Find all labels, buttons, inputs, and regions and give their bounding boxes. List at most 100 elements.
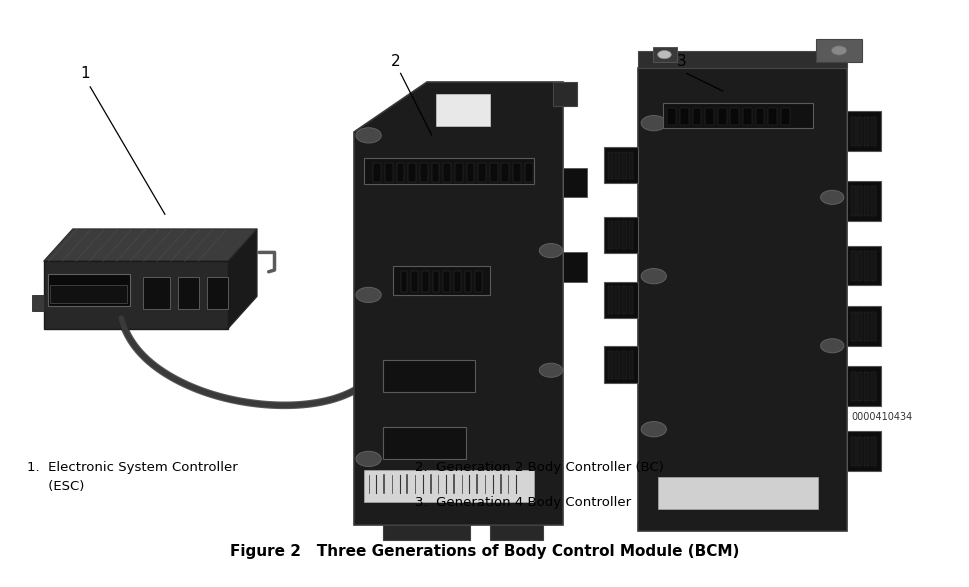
Bar (489, 163, 497, 182)
Bar (408, 163, 416, 182)
Circle shape (356, 451, 381, 467)
Bar (431, 163, 439, 182)
Bar (562, 252, 586, 282)
Text: 1.  Electronic System Controller
     (ESC): 1. Electronic System Controller (ESC) (27, 461, 237, 493)
Bar (863, 251, 868, 281)
Bar (850, 117, 855, 146)
Bar (177, 277, 199, 309)
Bar (608, 286, 612, 314)
Bar (780, 108, 789, 126)
Bar (621, 286, 626, 314)
Polygon shape (354, 82, 562, 525)
Bar (604, 217, 638, 253)
Bar (767, 108, 776, 126)
Bar (562, 168, 586, 197)
Bar (206, 277, 228, 309)
Bar (608, 221, 612, 249)
Bar (863, 312, 868, 341)
Bar (373, 163, 381, 182)
Bar (604, 346, 638, 383)
Bar (400, 271, 407, 292)
Bar (742, 108, 751, 126)
Bar (524, 163, 532, 182)
Text: 2: 2 (391, 54, 400, 69)
Bar (454, 163, 462, 182)
Circle shape (641, 116, 666, 131)
Bar (32, 295, 44, 311)
Circle shape (539, 244, 562, 258)
Bar (383, 360, 475, 393)
Bar (489, 525, 543, 540)
Bar (755, 108, 764, 126)
Bar (857, 372, 861, 402)
Bar (863, 437, 868, 466)
Bar (857, 437, 861, 466)
Bar (850, 187, 855, 216)
Bar (846, 366, 880, 406)
Bar (870, 117, 875, 146)
Bar (383, 427, 465, 459)
Bar (652, 47, 676, 62)
Bar (692, 108, 701, 126)
Bar (47, 274, 130, 306)
Bar (464, 271, 471, 292)
Bar (608, 152, 612, 180)
Bar (662, 103, 812, 128)
Bar (392, 265, 489, 295)
Bar (850, 312, 855, 341)
Polygon shape (228, 229, 257, 329)
Bar (478, 163, 485, 182)
Text: 1: 1 (80, 66, 90, 81)
Circle shape (830, 46, 846, 55)
Bar (614, 286, 619, 314)
Circle shape (820, 190, 843, 204)
Bar (513, 163, 520, 182)
Bar (363, 470, 533, 502)
Circle shape (539, 363, 562, 377)
Bar (704, 108, 713, 126)
Bar (420, 163, 427, 182)
Bar (815, 39, 861, 62)
Bar (628, 221, 633, 249)
Bar (657, 477, 817, 509)
Bar (857, 251, 861, 281)
Bar (846, 111, 880, 151)
Bar (679, 108, 688, 126)
Bar (857, 187, 861, 216)
Bar (453, 271, 460, 292)
Bar (638, 51, 846, 68)
Bar (604, 147, 638, 183)
Bar (363, 158, 533, 184)
Bar (846, 431, 880, 471)
Bar (552, 82, 577, 106)
Text: 3: 3 (676, 54, 686, 69)
Bar (621, 351, 626, 379)
Circle shape (356, 287, 381, 302)
Bar (411, 271, 418, 292)
Bar (614, 221, 619, 249)
Bar (846, 306, 880, 346)
Circle shape (820, 339, 843, 353)
Bar (638, 68, 846, 531)
Bar (850, 251, 855, 281)
Bar (396, 163, 404, 182)
Bar (628, 152, 633, 180)
Bar (432, 271, 439, 292)
Bar (850, 372, 855, 402)
Bar (443, 163, 451, 182)
Bar (850, 437, 855, 466)
Bar (621, 152, 626, 180)
Bar (667, 108, 675, 126)
Bar (730, 108, 738, 126)
Bar (863, 187, 868, 216)
Circle shape (657, 50, 671, 59)
Bar (870, 372, 875, 402)
Bar (863, 117, 868, 146)
Bar (628, 286, 633, 314)
Bar (717, 108, 726, 126)
Bar (621, 221, 626, 249)
Bar (870, 312, 875, 341)
Circle shape (641, 268, 666, 284)
Bar (628, 351, 633, 379)
Bar (436, 94, 489, 126)
